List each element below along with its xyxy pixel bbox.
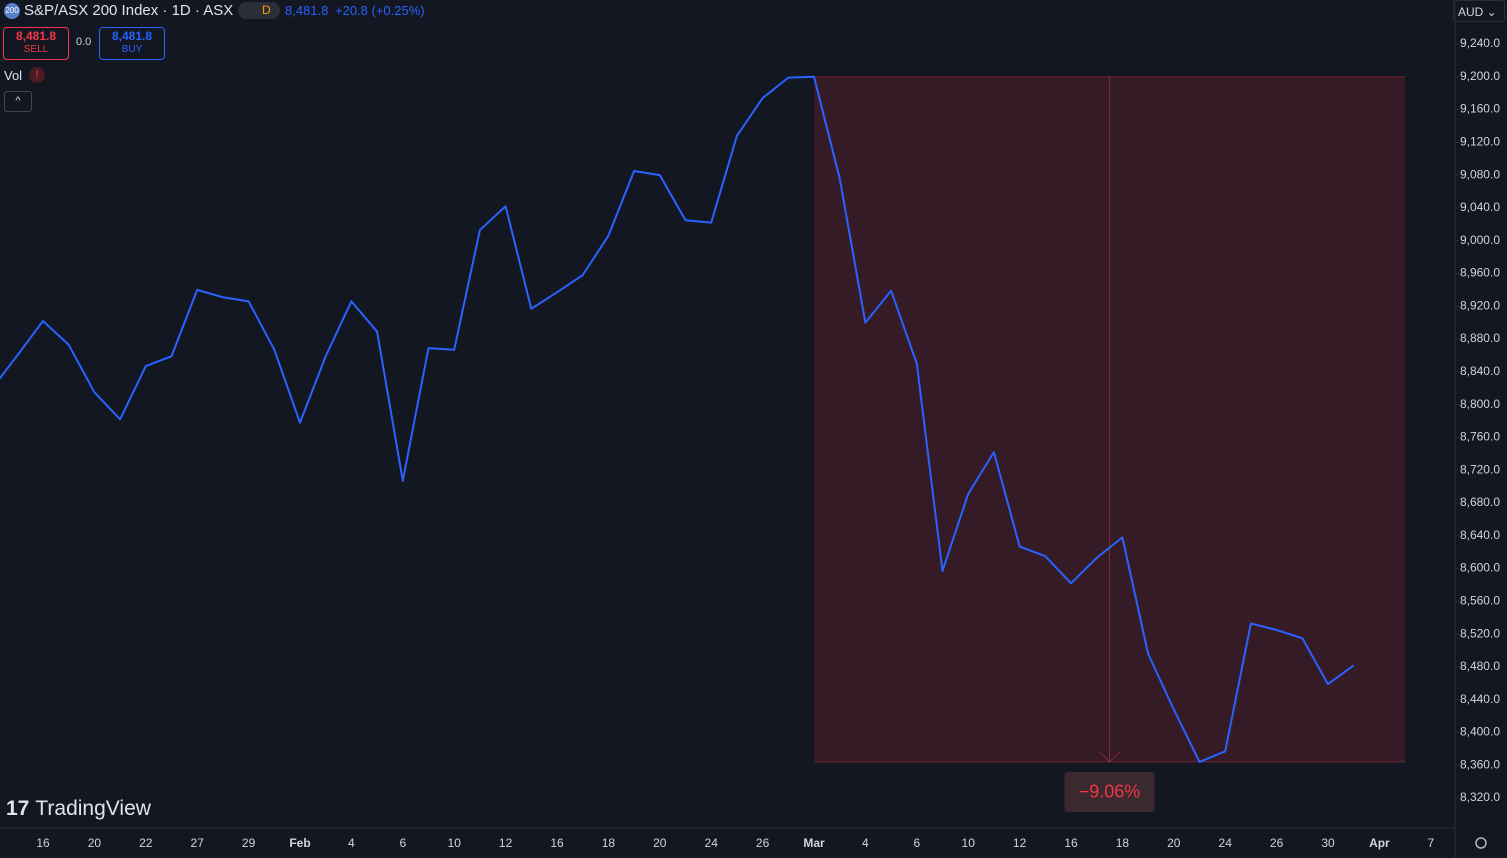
delay-badge: D — [262, 3, 271, 17]
y-tick-label: 8,840.0 — [1460, 364, 1500, 378]
x-tick-label: 26 — [1270, 836, 1284, 850]
y-tick-label: 8,440.0 — [1460, 692, 1500, 706]
y-tick-label: 8,360.0 — [1460, 757, 1500, 771]
settings-icon[interactable] — [1475, 837, 1487, 849]
x-tick-label: 29 — [242, 836, 256, 850]
x-tick-label: Mar — [803, 836, 825, 850]
y-tick-label: 9,000.0 — [1460, 233, 1500, 247]
y-tick-label: 8,680.0 — [1460, 495, 1500, 509]
y-tick-label: 8,640.0 — [1460, 528, 1500, 542]
symbol-title[interactable]: S&P/ASX 200 Index · 1D · ASX — [24, 2, 234, 19]
sell-button[interactable]: 8,481.8 SELL — [3, 27, 69, 60]
symbol-icon: 200 — [4, 3, 20, 19]
x-tick-label: 22 — [139, 836, 153, 850]
y-tick-label: 8,480.0 — [1460, 659, 1500, 673]
measure-label-box — [1064, 771, 1155, 812]
x-tick-label: 24 — [705, 836, 719, 850]
y-tick-label: 9,240.0 — [1460, 36, 1500, 50]
x-tick-label: 16 — [1064, 836, 1078, 850]
y-tick-label: 8,800.0 — [1460, 397, 1500, 411]
y-tick-label: 8,560.0 — [1460, 593, 1500, 607]
x-tick-label: 6 — [399, 836, 406, 850]
volume-warning[interactable]: ! — [29, 67, 45, 83]
buy-button[interactable]: 8,481.8 BUY — [99, 27, 165, 60]
plot-area: −9.06% — [0, 75, 1406, 812]
brand: TradingView — [35, 797, 151, 820]
x-tick-label: 10 — [448, 836, 462, 850]
buy-price: 8,481.8 — [111, 29, 153, 43]
y-tick-label: 9,200.0 — [1460, 69, 1500, 83]
y-tick-label: 9,160.0 — [1460, 102, 1500, 116]
y-tick-label: 8,720.0 — [1460, 462, 1500, 476]
x-tick-label: 27 — [191, 836, 205, 850]
x-tick-label: 18 — [602, 836, 616, 850]
brand-logo: 17 TradingView — [6, 797, 151, 820]
x-tick-label: 24 — [1219, 836, 1233, 850]
volume-label: Vol — [4, 68, 23, 83]
collapse-button[interactable]: ^ — [4, 91, 32, 112]
sell-price: 8,481.8 — [15, 29, 57, 43]
last-price: 8,481.8 — [285, 3, 329, 18]
x-tick-label: 6 — [913, 836, 920, 850]
axes: 8,320.0 8,360.0 8,400.0 8,440.0 8,480.0 8,520… — [36, 36, 1500, 850]
x-tick-label: 12 — [499, 836, 513, 850]
y-tick-label: 8,320.0 — [1460, 790, 1500, 804]
spread: 0.0 — [76, 36, 92, 48]
measure-arrowhead — [1099, 751, 1120, 763]
buy-label: BUY — [121, 44, 143, 55]
sell-label: SELL — [23, 44, 49, 55]
x-tick-label: Feb — [289, 836, 310, 850]
x-tick-label: 20 — [1167, 836, 1181, 850]
currency-selector[interactable]: AUD ⌄ — [1453, 0, 1505, 22]
x-tick-label: 10 — [962, 836, 976, 850]
x-tick-label: 16 — [36, 836, 50, 850]
x-tick-label: 4 — [862, 836, 869, 850]
y-tick-label: 9,080.0 — [1460, 167, 1500, 181]
y-tick-label: 9,040.0 — [1460, 200, 1500, 214]
x-tick-label: 12 — [1013, 836, 1027, 850]
currency: AUD — [1458, 5, 1484, 19]
y-tick-label: 9,120.0 — [1460, 135, 1500, 149]
x-tick-label: 7 — [1427, 836, 1434, 850]
x-tick-label: 16 — [550, 836, 564, 850]
x-tick-label: 30 — [1321, 836, 1335, 850]
price-change: +20.8 (+0.25%) — [335, 3, 425, 18]
x-tick-label: 4 — [348, 836, 355, 850]
y-tick-label: 8,520.0 — [1460, 626, 1500, 640]
x-tick-label: 20 — [653, 836, 667, 850]
x-tick-label: 20 — [88, 836, 102, 850]
y-tick-label: 8,760.0 — [1460, 430, 1500, 444]
y-tick-label: 8,920.0 — [1460, 298, 1500, 312]
y-tick-label: 8,400.0 — [1460, 725, 1500, 739]
y-tick-label: 8,960.0 — [1460, 266, 1500, 280]
measure-label: −9.06% — [1079, 782, 1141, 802]
price-line — [0, 75, 1355, 763]
x-tick-label: Apr — [1369, 836, 1390, 850]
y-tick-label: 8,600.0 — [1460, 561, 1500, 575]
x-tick-label: 26 — [756, 836, 770, 850]
status-pill — [238, 2, 280, 19]
y-tick-label: 8,880.0 — [1460, 331, 1500, 345]
x-tick-label: 18 — [1116, 836, 1130, 850]
